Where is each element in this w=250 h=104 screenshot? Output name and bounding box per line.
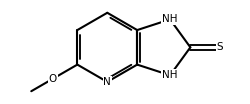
Text: N: N bbox=[103, 77, 111, 87]
Text: NH: NH bbox=[162, 70, 177, 80]
Text: S: S bbox=[216, 42, 222, 52]
Text: O: O bbox=[48, 74, 57, 84]
Text: NH: NH bbox=[162, 14, 177, 24]
